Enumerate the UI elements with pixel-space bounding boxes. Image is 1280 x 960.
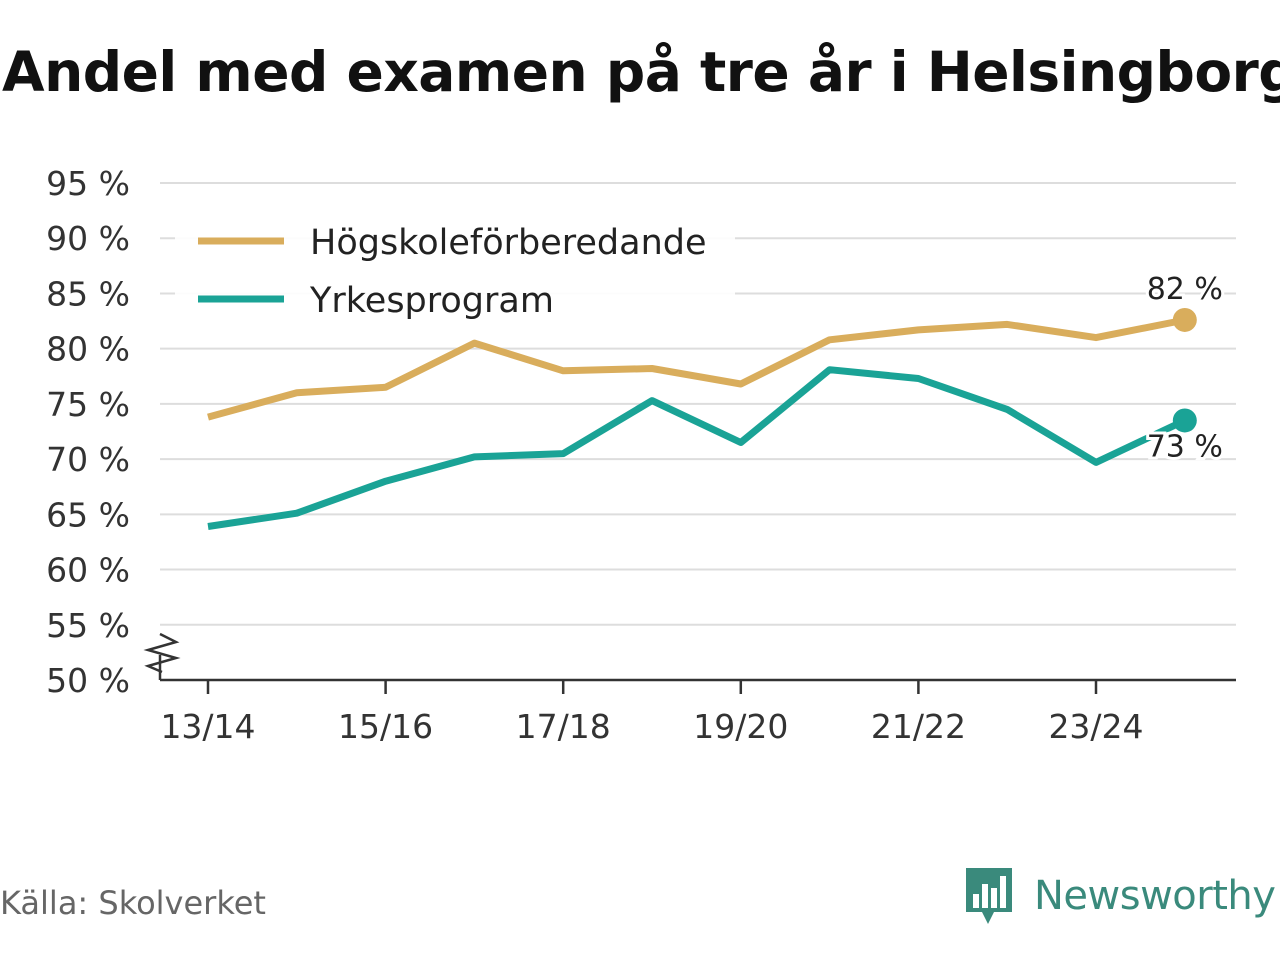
series-line-1 — [207, 316, 1186, 421]
brand-logo[interactable]: Newsworthy — [964, 864, 1276, 928]
y-tick-label: 60 % — [46, 551, 130, 590]
brand-name: Newsworthy — [1034, 873, 1276, 919]
axes: 50 % 55 % 60 % 65 % 70 % 75 % 80 % 85 % 90 % 95 %… — [46, 164, 1236, 746]
x-tick-label: 15/16 — [338, 707, 433, 746]
legend-label-1: Högskoleförberedande — [310, 223, 707, 263]
x-tick-label: 17/18 — [516, 707, 611, 746]
legend-label-2: Yrkesprogram — [309, 281, 554, 321]
legend-background — [175, 215, 735, 330]
y-tick-label: 95 % — [46, 164, 130, 203]
end-labels: 82 % 73 % — [1144, 269, 1226, 468]
y-tick-label: 90 % — [46, 219, 130, 258]
end-label-1: 82 % — [1147, 272, 1223, 307]
y-tick-label: 85 % — [46, 274, 130, 313]
x-tick-label: 13/14 — [160, 707, 255, 746]
y-tick-label: 75 % — [46, 385, 130, 424]
axis-break-icon — [143, 632, 181, 674]
end-label-2: 73 % — [1147, 429, 1223, 464]
x-tick-label: 21/22 — [871, 707, 966, 746]
chart-title: Andel med examen på tre år i Helsingborg — [2, 40, 1280, 104]
series-line-2 — [207, 366, 1187, 530]
end-point-1 — [1172, 307, 1197, 332]
end-point-2 — [1172, 408, 1197, 433]
y-tick-label: 50 % — [46, 661, 130, 700]
series-lines — [207, 307, 1197, 530]
source-note: Källa: Skolverket — [0, 884, 266, 922]
y-tick-label: 55 % — [46, 606, 130, 645]
y-tick-label: 80 % — [46, 330, 130, 369]
x-tick-label: 19/20 — [693, 707, 788, 746]
y-tick-label: 70 % — [46, 440, 130, 479]
y-tick-label: 65 % — [46, 495, 130, 534]
legend: Högskoleförberedande Yrkesprogram — [175, 215, 735, 330]
newsworthy-logo-icon — [966, 868, 1012, 924]
x-tick-label: 23/24 — [1048, 707, 1143, 746]
